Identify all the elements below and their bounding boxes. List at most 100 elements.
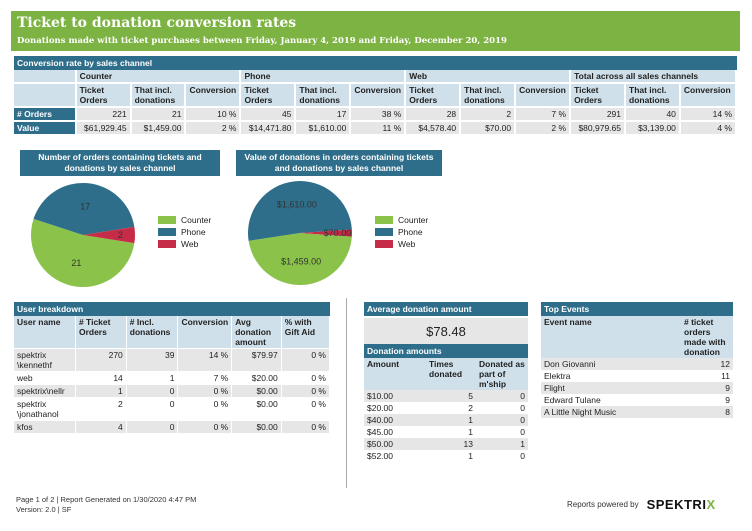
user-breakdown-title: User breakdown xyxy=(14,302,330,316)
report-title: Ticket to donation conversion rates xyxy=(17,15,297,31)
cell: 0 xyxy=(476,414,528,426)
column-header: # Ticket Orders xyxy=(75,316,127,349)
table-row: spektrix\nellr 1 0 0 % $0.00 0 % xyxy=(14,384,331,398)
cell: $45.00 xyxy=(364,426,426,438)
legend-item: Web xyxy=(158,238,211,250)
cell: $0.00 xyxy=(231,420,282,434)
cell: 28 xyxy=(405,107,462,122)
cell: 221 xyxy=(75,107,132,122)
column-header: Ticket Orders xyxy=(405,83,462,108)
pie1-legend: Counter Phone Web xyxy=(158,214,211,250)
logo-text: SPEKTRI xyxy=(646,497,707,512)
legend-swatch xyxy=(375,216,393,224)
cell: 17 xyxy=(295,107,352,122)
cell: 2 % xyxy=(185,121,242,136)
cell: 4 % xyxy=(679,121,738,136)
donation-amounts-table: Amount Times donated Donated as part of … xyxy=(364,358,528,462)
cell: 0 % xyxy=(281,348,331,372)
cell: 12 xyxy=(681,358,733,370)
cell: 39 xyxy=(126,348,179,372)
column-header: # ticket orders made with donation xyxy=(681,316,733,358)
column-header: Ticket Orders xyxy=(570,83,626,108)
average-donation: Average donation amount $78.48 xyxy=(364,302,528,345)
cell: 14 % xyxy=(679,107,738,122)
table-row: A Little Night Music 8 xyxy=(541,406,733,418)
cell: $20.00 xyxy=(364,402,426,414)
legend-item: Counter xyxy=(158,214,211,226)
cell: 9 xyxy=(681,382,733,394)
cell: $40.00 xyxy=(364,414,426,426)
cell: 45 xyxy=(240,107,297,122)
group-header: Counter xyxy=(75,70,242,84)
column-header: Conversion xyxy=(185,83,242,108)
cell: 0 xyxy=(126,420,179,434)
cell: 1 xyxy=(426,450,476,462)
cell: $70.00 xyxy=(460,121,517,136)
conversion-section: Conversion rate by sales channel Counter… xyxy=(14,56,738,136)
vertical-divider xyxy=(346,298,347,488)
table-row: $20.00 2 0 xyxy=(364,402,528,414)
column-header: User name xyxy=(14,316,76,349)
cell: 2 xyxy=(460,107,517,122)
cell: 5 xyxy=(426,390,476,402)
table-row: $45.00 1 0 xyxy=(364,426,528,438)
table-row: Flight 9 xyxy=(541,382,733,394)
cell: 1 xyxy=(476,438,528,450)
pie-data-label: 21 xyxy=(71,258,81,268)
cell: $1,610.00 xyxy=(295,121,352,136)
pie-slice-counter xyxy=(31,218,135,287)
cell: A Little Night Music xyxy=(541,406,681,418)
table-row: Don Giovanni 12 xyxy=(541,358,733,370)
cell: 0 % xyxy=(177,397,233,421)
user-breakdown: User breakdown User name # Ticket Orders… xyxy=(14,302,331,434)
cell: $3,139.00 xyxy=(625,121,681,136)
group-header: Phone xyxy=(240,70,407,84)
pie-data-label: 2 xyxy=(118,230,123,240)
cell: 0 % xyxy=(281,371,331,385)
cell: 1 xyxy=(426,426,476,438)
legend-item: Phone xyxy=(375,226,428,238)
cell: $50.00 xyxy=(364,438,426,450)
table-row: $52.00 1 0 xyxy=(364,450,528,462)
cell: Flight xyxy=(541,382,681,394)
column-header: Conversion xyxy=(515,83,572,108)
cell: 2 % xyxy=(515,121,572,136)
cell: 0 xyxy=(476,450,528,462)
spektrix-logo: SPEKTRIX xyxy=(647,497,716,512)
user-breakdown-table: User name # Ticket Orders # Incl. donati… xyxy=(14,316,331,434)
corner-cell xyxy=(14,70,77,84)
column-header: Conversion xyxy=(350,83,407,108)
cell: $4,578.40 xyxy=(405,121,462,136)
pie2-legend: Counter Phone Web xyxy=(375,214,428,250)
legend-swatch xyxy=(158,240,176,248)
donation-amounts-title: Donation amounts xyxy=(364,344,528,358)
column-header: Event name xyxy=(541,316,681,358)
pie-slice-phone xyxy=(248,181,352,241)
column-header: % with Gift Aid xyxy=(281,316,331,349)
cell: $1,459.00 xyxy=(130,121,187,136)
pie-data-label: $1,610.00 xyxy=(277,200,317,210)
pie-slice-web xyxy=(300,229,352,237)
cell: 2 xyxy=(75,397,127,421)
column-header: Avg donation amount xyxy=(231,316,282,349)
pie-chart-donation-value: $1,459.00 $1,610.00 $70.00 xyxy=(248,181,352,286)
legend-label: Phone xyxy=(398,227,423,237)
legend-label: Web xyxy=(181,239,199,249)
legend-item: Phone xyxy=(158,226,211,238)
column-header: Donated as part of m'ship xyxy=(476,358,528,390)
average-donation-title: Average donation amount xyxy=(364,302,528,316)
cell: 38 % xyxy=(350,107,407,122)
pie-slice-counter xyxy=(248,233,352,286)
pie-slice-web xyxy=(83,226,135,244)
legend-label: Phone xyxy=(181,227,206,237)
top-events: Top Events Event name # ticket orders ma… xyxy=(541,302,733,418)
column-header: Conversion xyxy=(679,83,738,108)
pie-slice-phone xyxy=(33,182,135,235)
cell: 0 % xyxy=(281,420,331,434)
pie-chart-orders: 21 17 2 xyxy=(31,182,135,287)
cell: 0 % xyxy=(281,384,331,398)
cell: $80,979.65 xyxy=(570,121,626,136)
cell: $14,471.80 xyxy=(240,121,297,136)
cell: 0 xyxy=(476,426,528,438)
column-header: That incl. donations xyxy=(460,83,517,108)
